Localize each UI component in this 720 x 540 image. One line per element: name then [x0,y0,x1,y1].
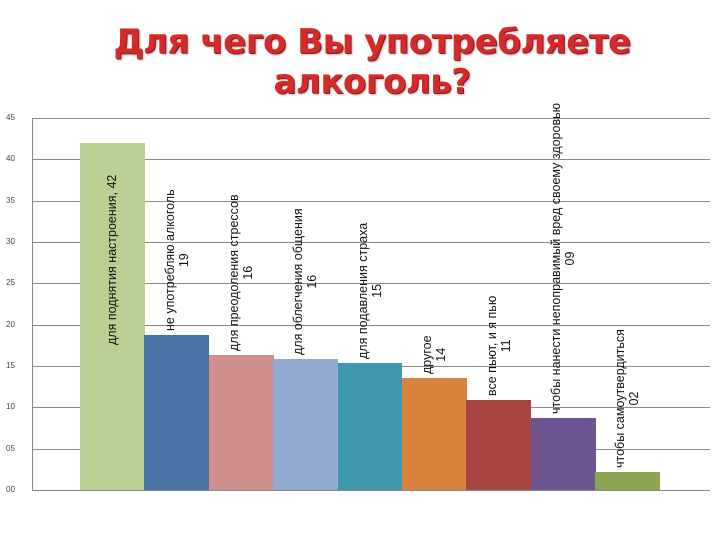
bar [80,142,145,490]
bar-label-text: все пьют, и я пью [484,295,499,396]
bar-value-text: 02 [627,391,642,406]
gridline [32,242,710,243]
bar-data-label: для подавления страха 15 [356,222,384,358]
bar-value-text: 16 [305,275,320,290]
bar [337,362,403,490]
y-tick-label: 10 [6,402,15,412]
bar-data-label: для преодоления стрессов 16 [227,195,255,352]
y-tick-label: 40 [6,154,15,164]
gridline [32,324,710,326]
bar-label-text: другое [420,335,435,374]
bar [208,355,274,490]
bar-value-text: 14 [434,347,449,362]
bar-value-text: 09 [563,251,577,266]
bar-value-text: 15 [369,283,384,298]
bar [595,471,661,490]
bar-label-text: чтобы нанести непоправимый вред своему з… [549,103,563,415]
gridline [32,159,710,161]
y-tick-label: 35 [6,195,15,205]
bar-data-label: чтобы самоутвердиться 02 [613,329,641,468]
bar [144,335,210,490]
y-tick-label: 20 [6,319,15,329]
chart-title-text: Для чего Вы употребляете алкоголь? [113,22,631,102]
bar [273,359,339,490]
y-tick-label: 00 [6,485,15,494]
bar-label-text: не употребляю алкоголь [162,189,177,332]
gridline [32,490,710,491]
bar-data-label: для поднятия настроения, 42 [105,175,119,345]
bar [402,377,467,490]
bar-data-label: не употребляю алкоголь 19 [163,190,191,332]
y-tick-label: 25 [6,278,15,288]
gridline [32,283,710,285]
gridline [32,118,710,119]
y-tick-label: 05 [6,443,15,453]
bar-label-text: чтобы самоутвердиться [613,328,628,468]
bar-value-text: 19 [176,253,191,268]
y-tick-label: 30 [6,237,15,246]
bar [530,418,596,490]
bar-data-label: другое 14 [420,335,448,374]
bar-label-text: для преодоления стрессов [227,194,241,352]
bar-data-label: чтобы нанести непоправимый вред своему з… [549,103,577,414]
y-axis-line [32,118,33,491]
bar [466,399,532,490]
y-tick-label: 15 [6,361,15,370]
bar-data-label: все пьют, и я пью 11 [485,296,513,396]
bar-data-label: для облегчения общения 16 [291,209,319,356]
bar-label-text: для облегчения общения [291,208,306,356]
y-tick-label: 45 [6,113,15,122]
gridline [32,200,710,202]
bar-label-text: для поднятия настроения, 42 [105,174,120,345]
bar-value-text: 11 [498,339,513,353]
bar-label-text: для подавления страха [355,222,370,359]
bar-value-text: 16 [241,265,255,280]
chart-title: Для чего Вы употребляете алкоголь? [0,22,720,102]
